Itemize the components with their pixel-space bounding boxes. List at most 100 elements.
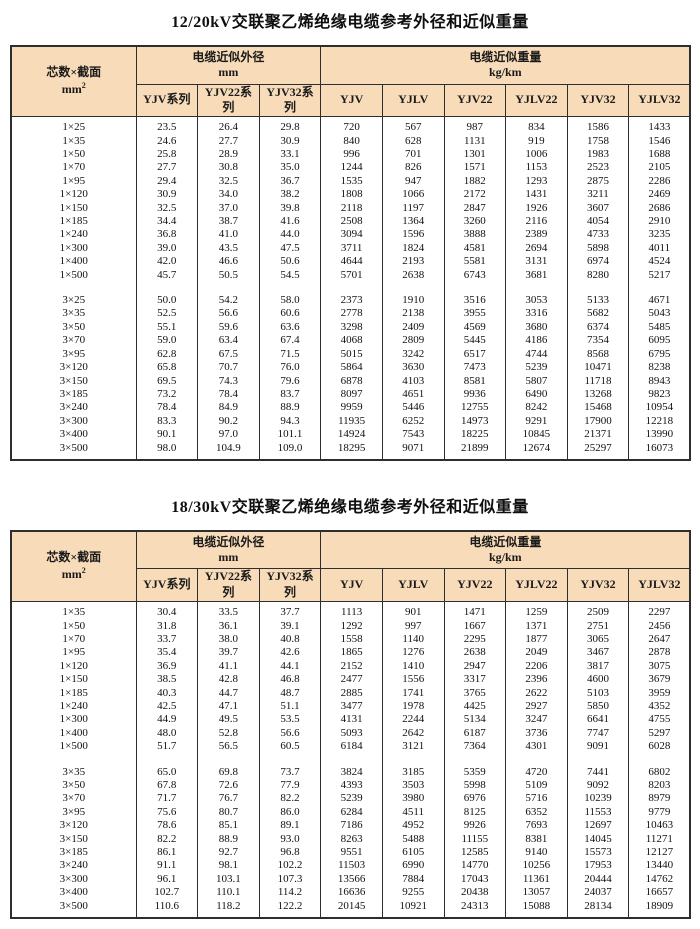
value-cell: 15573 [566, 846, 630, 860]
table-row: 3×500 98.0 104.9 109.0 18295 9071 21899 12674 25… [10, 441, 691, 455]
value-cell: 3053 [505, 294, 568, 308]
value-cell: 5217 [628, 268, 691, 283]
value-cell: 4186 [505, 334, 568, 348]
spec-cell: 3×50 [10, 320, 137, 335]
spec-cell: 1×50 [10, 619, 137, 633]
value-cell: 2647 [628, 632, 691, 647]
value-cell: 1877 [505, 632, 568, 647]
value-cell: 10256 [505, 859, 568, 873]
value-cell: 9551 [320, 846, 383, 860]
value-cell: 83.3 [135, 414, 199, 429]
value-cell: 5701 [320, 268, 383, 283]
value-cell: 102.7 [135, 886, 199, 900]
value-cell: 6490 [505, 387, 568, 402]
spec-cell: 3×95 [10, 805, 137, 820]
value-cell: 947 [381, 174, 445, 189]
value-cell: 6641 [566, 713, 630, 727]
value-cell: 5850 [566, 699, 630, 714]
table-row: 3×240 78.4 84.9 88.9 9959 5446 12755 8242 15468 1… [10, 401, 691, 415]
value-cell: 82.2 [258, 792, 322, 806]
value-cell: 3824 [320, 765, 383, 779]
value-cell: 89.1 [258, 819, 322, 833]
value-cell: 1006 [505, 148, 568, 162]
value-cell: 1131 [443, 134, 507, 148]
value-cell: 4755 [628, 713, 691, 727]
value-cell: 28134 [566, 899, 630, 914]
value-cell: 2778 [320, 307, 383, 321]
spec-cell: 3×25 [10, 294, 137, 308]
value-cell: 30.9 [135, 188, 199, 202]
value-cell: 30.9 [258, 134, 322, 148]
value-cell: 1926 [505, 201, 568, 216]
value-cell: 8280 [566, 268, 630, 283]
value-cell: 1471 [443, 606, 507, 620]
value-cell: 65.0 [135, 765, 199, 779]
value-cell: 9092 [566, 779, 630, 793]
value-cell: 40.8 [258, 632, 322, 647]
value-cell: 13440 [628, 859, 691, 873]
value-cell: 79.6 [258, 374, 322, 388]
value-cell: 12674 [505, 441, 568, 455]
value-cell: 32.5 [135, 201, 199, 216]
value-cell: 17043 [443, 872, 507, 887]
value-cell: 94.3 [258, 414, 322, 429]
value-cell: 34.0 [197, 188, 260, 202]
spec-cell: 3×240 [10, 859, 137, 873]
value-cell: 2396 [505, 673, 568, 687]
spec-cell: 3×150 [10, 374, 137, 388]
spec-cell: 1×240 [10, 699, 137, 714]
table-row: 3×50 67.8 72.6 77.9 4393 3503 5998 5109 9092 8203 [10, 779, 691, 793]
value-cell: 3955 [443, 307, 507, 321]
value-cell: 5488 [381, 832, 445, 847]
value-cell: 1113 [320, 606, 383, 620]
spec-cell: 3×400 [10, 428, 137, 442]
value-cell: 35.4 [135, 646, 199, 660]
spec-cell: 1×150 [10, 673, 137, 687]
value-cell: 75.6 [135, 805, 199, 820]
series-column-header: YJV22 [443, 568, 507, 602]
value-cell: 58.0 [258, 294, 322, 308]
value-cell: 8943 [628, 374, 691, 388]
value-cell: 18909 [628, 899, 691, 914]
value-cell: 1667 [443, 619, 507, 633]
value-cell: 8979 [628, 792, 691, 806]
value-cell: 11553 [566, 805, 630, 820]
value-cell: 720 [320, 121, 383, 135]
value-cell: 15468 [566, 401, 630, 415]
spec-cell: 1×240 [10, 228, 137, 242]
value-cell: 2389 [505, 228, 568, 242]
value-cell: 1244 [320, 161, 383, 175]
value-cell: 59.0 [135, 334, 199, 348]
value-cell: 21371 [566, 428, 630, 442]
table-row: 3×400 90.1 97.0 101.1 14924 7543 18225 10845 213… [10, 428, 691, 442]
table-body: 1×35 30.4 33.5 37.7 1113 901 1471 1259 2509 2297 1… [10, 601, 691, 919]
value-cell: 5864 [320, 361, 383, 375]
value-cell: 12127 [628, 846, 691, 860]
value-cell: 2642 [381, 726, 445, 741]
value-cell: 4103 [381, 374, 445, 388]
table-row: 3×25 50.0 54.2 58.0 2373 1910 3516 3053 5133 4671 [10, 294, 691, 308]
value-cell: 3477 [320, 699, 383, 714]
value-cell: 4671 [628, 294, 691, 308]
value-cell: 78.4 [135, 401, 199, 415]
value-cell: 90.2 [197, 414, 260, 429]
spec-cell: 3×240 [10, 401, 137, 415]
value-cell: 10954 [628, 401, 691, 415]
value-cell: 1865 [320, 646, 383, 660]
value-cell: 59.6 [197, 320, 260, 335]
value-cell: 4581 [443, 241, 507, 256]
value-cell: 96.1 [135, 872, 199, 887]
value-cell: 10921 [381, 899, 445, 914]
value-cell: 701 [381, 148, 445, 162]
value-cell: 5103 [566, 686, 630, 700]
cable-table-18-30kv: 芯数×截面 mm2 电缆近似外径 mm 电缆近似重量 kg/km YJV系列 YJ… [10, 529, 692, 920]
value-cell: 987 [443, 121, 507, 135]
series-column-header: YJLV22 [505, 83, 568, 117]
value-cell: 14924 [320, 428, 383, 442]
value-cell: 2116 [505, 215, 568, 229]
value-cell: 1808 [320, 188, 383, 202]
value-cell: 20444 [566, 872, 630, 887]
spec-cell: 1×120 [10, 659, 137, 674]
value-cell: 45.7 [135, 268, 199, 283]
value-cell: 11935 [320, 414, 383, 429]
